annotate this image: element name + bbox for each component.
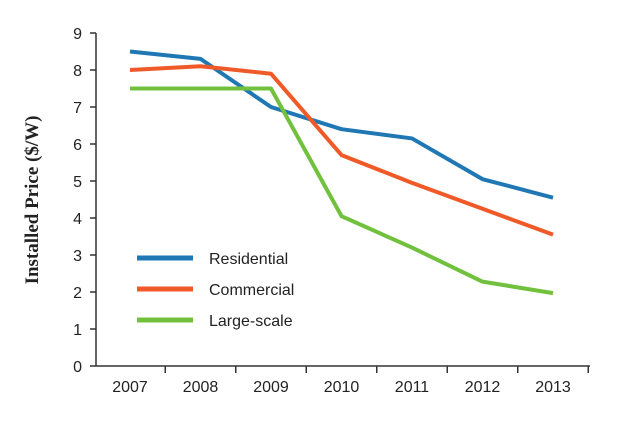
legend-label: Commercial [209, 282, 294, 299]
series-line-residential [129, 49, 554, 200]
y-tick-label: 7 [73, 100, 82, 117]
y-tick-label: 3 [73, 248, 82, 265]
y-tick-label: 1 [73, 322, 82, 339]
x-tick-label: 2010 [324, 379, 360, 396]
y-tick-label: 8 [73, 63, 82, 80]
x-tick-label: 2009 [253, 379, 289, 396]
x-tick-label: 2013 [535, 379, 571, 396]
y-tick-label: 5 [73, 174, 82, 191]
series-line-commercial [129, 64, 554, 237]
y-tick-label: 2 [73, 285, 82, 302]
y-tick-label: 9 [73, 26, 82, 43]
x-tick-label: 2011 [395, 379, 430, 396]
x-tick-label: 2012 [465, 379, 501, 396]
series-line-large-scale [130, 86, 554, 296]
y-tick-label: 6 [73, 137, 82, 154]
y-axis-ticks: 0 1 2 3 4 5 6 7 8 9 [73, 26, 96, 376]
x-tick-label: 2007 [112, 379, 148, 396]
legend-label: Large-scale [209, 313, 293, 330]
legend: Residential Commercial Large-scale [137, 251, 294, 330]
x-axis-ticks: 2007 2008 2009 2010 2011 2012 2013 [112, 366, 589, 396]
y-tick-label: 0 [73, 359, 82, 376]
legend-label: Residential [209, 251, 288, 268]
y-axis-title: Installed Price ($/W) [22, 116, 43, 285]
series-lines [129, 49, 554, 296]
x-tick-label: 2008 [183, 379, 219, 396]
y-tick-label: 4 [73, 211, 82, 228]
